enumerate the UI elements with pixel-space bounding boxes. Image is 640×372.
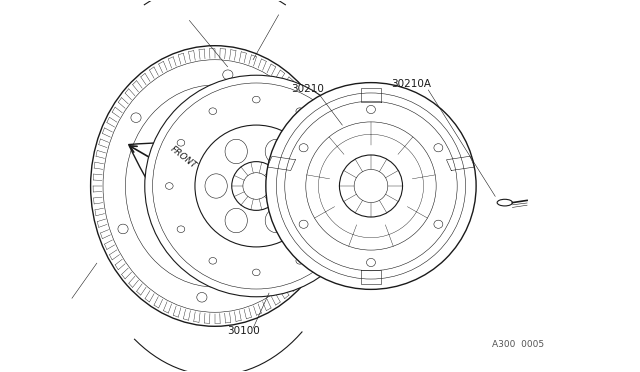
Ellipse shape (296, 257, 303, 264)
Ellipse shape (434, 220, 443, 228)
Text: A300  0005: A300 0005 (492, 340, 544, 349)
Ellipse shape (244, 166, 280, 201)
Ellipse shape (299, 144, 308, 152)
Ellipse shape (118, 224, 128, 234)
Ellipse shape (328, 140, 335, 146)
Ellipse shape (367, 105, 376, 113)
Ellipse shape (289, 250, 299, 259)
Ellipse shape (252, 96, 260, 103)
Ellipse shape (232, 161, 281, 211)
Ellipse shape (225, 139, 247, 164)
Ellipse shape (339, 183, 347, 189)
Ellipse shape (195, 125, 317, 247)
Text: 30210: 30210 (291, 84, 324, 94)
Ellipse shape (367, 259, 376, 267)
Ellipse shape (205, 174, 227, 198)
Ellipse shape (91, 46, 339, 326)
Text: 30100: 30100 (228, 326, 260, 336)
Ellipse shape (225, 208, 247, 233)
Ellipse shape (328, 226, 335, 232)
Ellipse shape (209, 108, 216, 115)
Ellipse shape (145, 75, 368, 297)
Ellipse shape (177, 226, 185, 232)
Text: FRONT: FRONT (168, 144, 198, 170)
Ellipse shape (243, 173, 269, 199)
Ellipse shape (223, 70, 233, 80)
Ellipse shape (265, 139, 287, 164)
Ellipse shape (299, 220, 308, 228)
Ellipse shape (434, 144, 443, 152)
Ellipse shape (252, 269, 260, 276)
Ellipse shape (180, 147, 250, 225)
Ellipse shape (196, 165, 234, 207)
Ellipse shape (497, 199, 513, 206)
Ellipse shape (285, 174, 308, 198)
Ellipse shape (131, 113, 141, 122)
Text: 30210A: 30210A (392, 79, 431, 89)
Ellipse shape (301, 138, 312, 148)
Ellipse shape (354, 170, 388, 202)
Ellipse shape (296, 108, 303, 115)
Ellipse shape (196, 292, 207, 302)
Ellipse shape (266, 83, 476, 289)
Ellipse shape (339, 155, 403, 217)
Ellipse shape (166, 183, 173, 189)
Ellipse shape (209, 257, 216, 264)
Ellipse shape (177, 140, 185, 146)
Ellipse shape (265, 208, 287, 233)
